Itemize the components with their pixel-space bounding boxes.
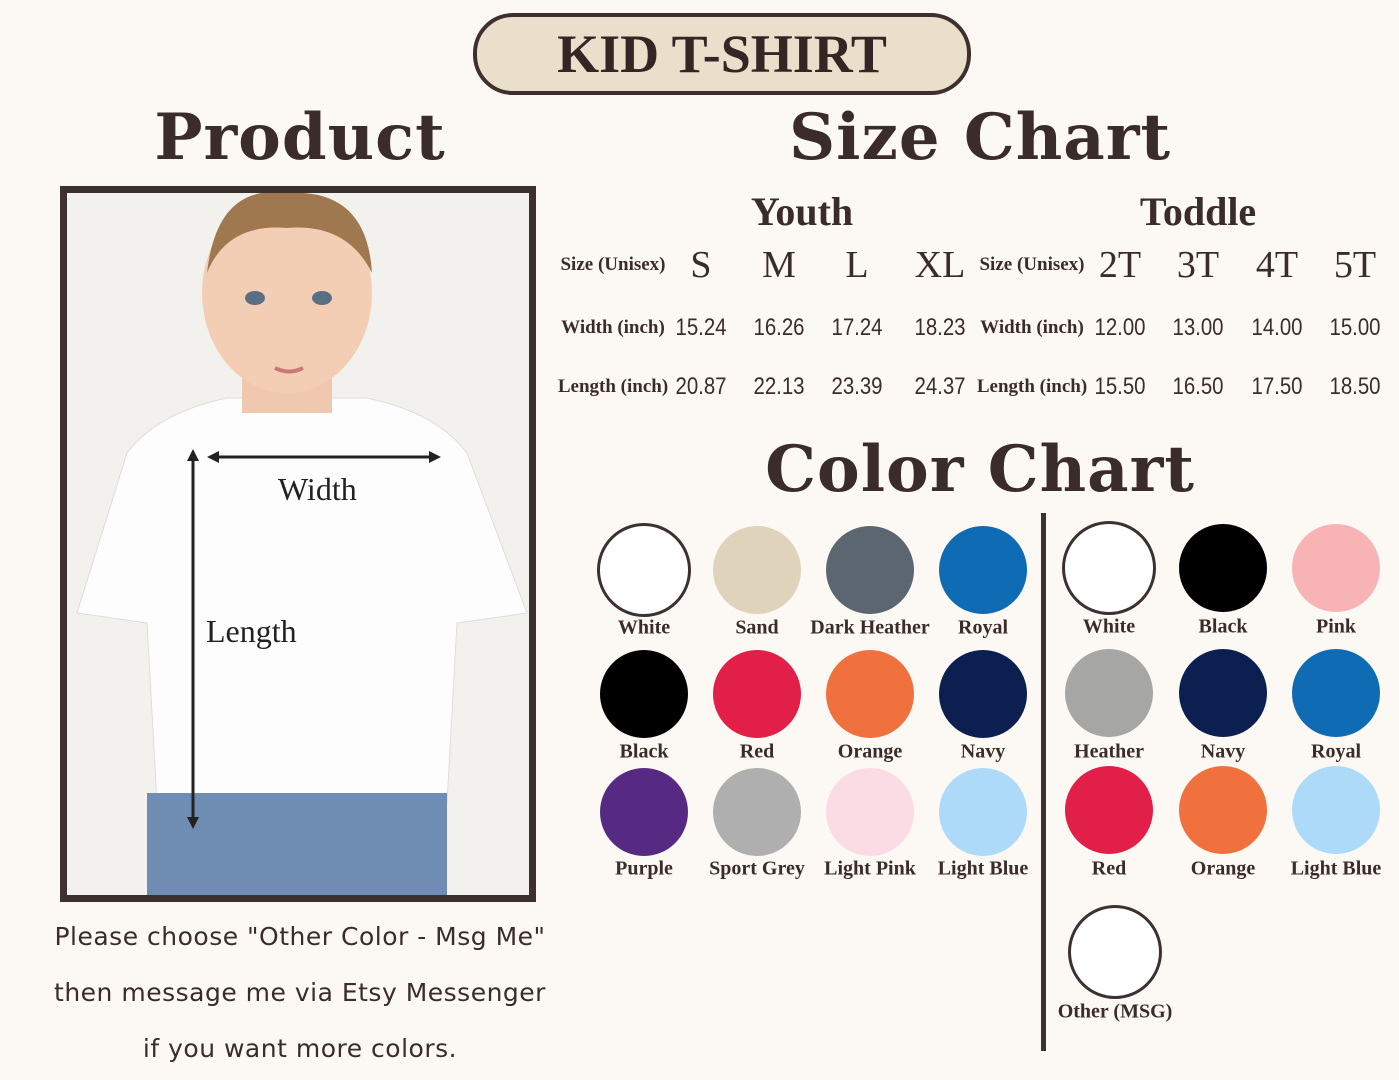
length-value: 18.50 — [1329, 373, 1381, 400]
size-row-label: Size (Unisex) — [979, 254, 1085, 275]
color-swatch — [713, 650, 801, 738]
color-label: Orange — [1190, 857, 1256, 880]
length-value: 16.50 — [1172, 373, 1224, 400]
color-label: Navy — [1200, 740, 1246, 763]
width-value: 16.26 — [753, 314, 805, 341]
color-swatch — [939, 526, 1027, 614]
size-header: 2T — [1098, 244, 1142, 286]
size-header: L — [845, 244, 869, 286]
color-label: Light Blue — [1290, 857, 1382, 880]
size-header: S — [690, 244, 712, 286]
color-label: Red — [739, 740, 775, 763]
width-value: 13.00 — [1172, 314, 1224, 341]
color-swatch — [600, 650, 688, 738]
color-label: Light Pink — [824, 857, 916, 880]
length-value: 22.13 — [753, 373, 805, 400]
title-banner: KID T-SHIRT — [473, 13, 971, 95]
caption-line: then message me via Etsy Messenger — [54, 978, 546, 1007]
color-swatch — [826, 768, 914, 856]
size-header: 5T — [1333, 244, 1377, 286]
toddler-heading: Toddle — [1139, 189, 1257, 234]
length-value: 15.50 — [1094, 373, 1146, 400]
width-value: 12.00 — [1094, 314, 1146, 341]
color-label: Heather — [1074, 740, 1144, 763]
boy-tshirt-image — [67, 193, 529, 895]
color-swatch — [1068, 905, 1162, 999]
width-row-label: Width (inch) — [980, 317, 1084, 338]
color-swatch — [713, 768, 801, 856]
color-label: Red — [1091, 857, 1127, 880]
color-swatch — [1179, 649, 1267, 737]
color-label: Royal — [1311, 740, 1361, 763]
length-row-label: Length (inch) — [976, 376, 1088, 397]
youth-heading: Youth — [750, 189, 854, 234]
size-header: XL — [914, 244, 966, 286]
color-label: Navy — [960, 740, 1006, 763]
size-header: 3T — [1176, 244, 1220, 286]
length-row-label: Length (inch) — [557, 376, 669, 397]
color-swatch — [1062, 521, 1156, 615]
color-label: Sand — [735, 616, 779, 639]
title: KID T-SHIRT — [557, 24, 887, 84]
color-label: Purple — [615, 857, 673, 880]
length-label: Length — [206, 613, 297, 649]
color-label: Black — [619, 740, 669, 763]
color-label: Orange — [837, 740, 903, 763]
color-label: Sport Grey — [709, 857, 805, 880]
divider — [1041, 513, 1046, 1051]
color-chart-heading: Color Chart — [765, 432, 1195, 507]
size-header: 4T — [1255, 244, 1299, 286]
width-label: Width — [278, 471, 357, 507]
length-value: 24.37 — [914, 373, 966, 400]
caption-line: Please choose "Other Color - Msg Me" — [54, 922, 546, 951]
product-photo: Width Length — [60, 186, 536, 902]
color-swatch — [713, 526, 801, 614]
color-label: Royal — [958, 616, 1008, 639]
length-value: 23.39 — [831, 373, 883, 400]
size-header: M — [762, 244, 796, 286]
color-swatch — [597, 523, 691, 617]
color-label: Other (MSG) — [1057, 1000, 1173, 1023]
width-value: 15.24 — [675, 314, 727, 341]
color-swatch — [1292, 766, 1380, 854]
color-swatch — [1179, 766, 1267, 854]
color-label: Light Blue — [937, 857, 1029, 880]
length-value: 20.87 — [675, 373, 727, 400]
color-swatch — [1292, 524, 1380, 612]
color-label: Dark Heather — [810, 616, 930, 639]
size-row-label: Size (Unisex) — [560, 254, 666, 275]
color-swatch — [826, 526, 914, 614]
product-heading: Product — [154, 100, 446, 175]
length-value: 17.50 — [1251, 373, 1303, 400]
width-row-label: Width (inch) — [561, 317, 665, 338]
color-label: White — [1082, 615, 1136, 638]
width-value: 15.00 — [1329, 314, 1381, 341]
color-label: Black — [1198, 615, 1248, 638]
color-swatch — [826, 650, 914, 738]
color-swatch — [1292, 649, 1380, 737]
color-label: Pink — [1315, 615, 1357, 638]
color-swatch — [600, 768, 688, 856]
caption-line: if you want more colors. — [142, 1034, 458, 1063]
color-swatch — [1179, 524, 1267, 612]
color-swatch — [939, 650, 1027, 738]
width-value: 17.24 — [831, 314, 883, 341]
color-swatch — [939, 768, 1027, 856]
width-value: 18.23 — [914, 314, 966, 341]
color-label: White — [617, 616, 671, 639]
color-swatch — [1065, 766, 1153, 854]
color-swatch — [1065, 649, 1153, 737]
width-value: 14.00 — [1251, 314, 1303, 341]
size-chart-heading: Size Chart — [788, 100, 1172, 175]
